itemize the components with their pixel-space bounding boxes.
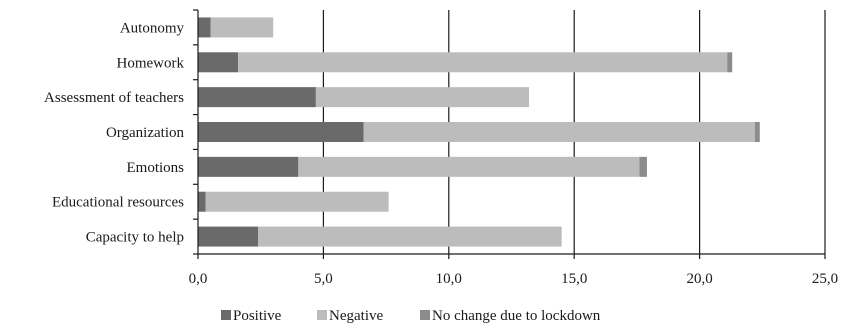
bar-segment-negative bbox=[364, 122, 755, 142]
bar-segment-no-change bbox=[755, 122, 760, 142]
category-label: Assessment of teachers bbox=[44, 90, 184, 106]
bar-segment-negative bbox=[206, 192, 389, 212]
legend-swatch bbox=[317, 310, 327, 320]
category-label: Homework bbox=[117, 55, 185, 71]
bar-segment-negative bbox=[211, 17, 274, 37]
legend: Positive Negative No change due to lockdow… bbox=[221, 308, 601, 324]
legend-label: Positive bbox=[233, 308, 282, 324]
category-label: Educational resources bbox=[52, 195, 184, 211]
legend-swatch bbox=[221, 310, 231, 320]
bar-segment-positive bbox=[198, 227, 258, 247]
x-tick-label: 20,0 bbox=[686, 271, 712, 287]
legend-label: Negative bbox=[329, 308, 383, 324]
bar-segment-negative bbox=[258, 227, 561, 247]
x-tick-label: 10,0 bbox=[436, 271, 462, 287]
bar-segment-positive bbox=[198, 157, 298, 177]
x-tick-label: 15,0 bbox=[561, 271, 587, 287]
x-tick-label: 5,0 bbox=[314, 271, 333, 287]
bar-segment-no-change bbox=[639, 157, 647, 177]
category-label: Emotions bbox=[126, 160, 184, 176]
bar-segment-negative bbox=[316, 87, 529, 107]
bar-segment-no-change bbox=[727, 52, 732, 72]
category-label: Autonomy bbox=[120, 20, 185, 36]
category-label: Organization bbox=[106, 125, 185, 141]
bar-segment-positive bbox=[198, 192, 206, 212]
x-tick-label: 25,0 bbox=[812, 271, 838, 287]
bar-segment-positive bbox=[198, 122, 364, 142]
bars bbox=[198, 17, 760, 246]
x-tick-labels: 0,0 5,0 10,0 15,0 20,0 25,0 bbox=[189, 271, 839, 287]
bar-segment-positive bbox=[198, 17, 211, 37]
legend-label: No change due to lockdown bbox=[432, 308, 601, 324]
category-labels: Autonomy Homework Assessment of teachers Or… bbox=[44, 20, 184, 245]
bar-segment-positive bbox=[198, 52, 238, 72]
bar-segment-negative bbox=[298, 157, 639, 177]
category-label: Capacity to help bbox=[86, 230, 184, 246]
legend-swatch bbox=[420, 310, 430, 320]
x-tick-label: 0,0 bbox=[189, 271, 208, 287]
bar-segment-positive bbox=[198, 87, 316, 107]
bar-segment-negative bbox=[238, 52, 727, 72]
